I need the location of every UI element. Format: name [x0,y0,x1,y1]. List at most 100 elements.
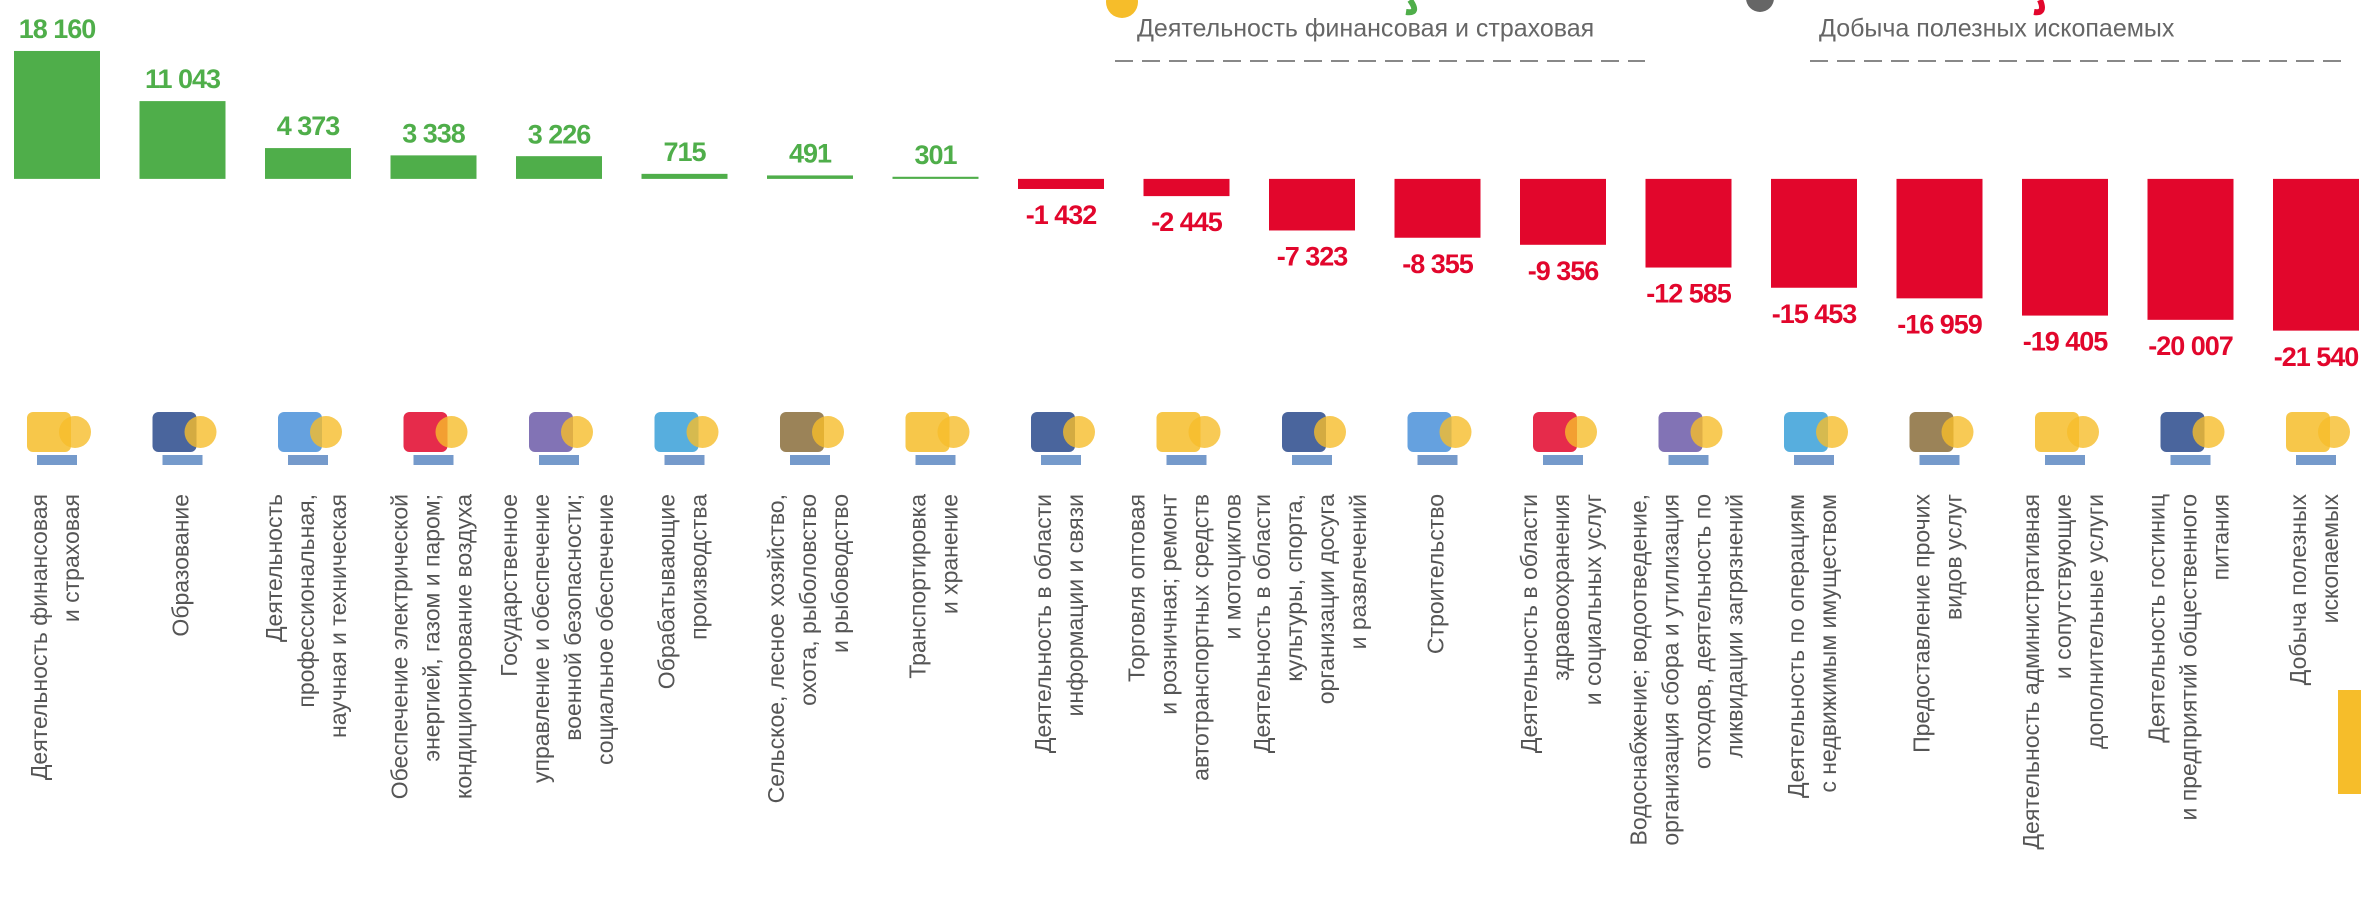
value-label: 3 226 [528,119,592,149]
decor-icon [2034,0,2042,12]
category-icon [59,416,91,448]
category-label-line: и развлечений [1345,494,1371,649]
value-label: -16 959 [1897,309,1983,339]
category-label-line: организация сбора и утилизация [1658,494,1684,846]
category-icon [185,416,217,448]
category-icon [1418,455,1458,465]
category-icon [790,455,830,465]
category-label-line: научная и техническая [325,494,351,738]
category-label-line: организации досуга [1313,494,1339,704]
category-icon [1292,455,1332,465]
category-label: Строительство [1423,494,1449,654]
decor-icon [1106,0,1138,18]
category-label-line: питания [2208,494,2234,580]
category-icon [2193,416,2225,448]
value-label: -15 453 [1772,299,1858,329]
bar [1269,179,1355,231]
bar [2273,179,2359,331]
category-icon [1440,416,1472,448]
bar [1144,179,1230,196]
category-icon [436,416,468,448]
bar [140,101,226,179]
category-label: Деятельностьпрофессиональная,научная и т… [261,494,351,738]
category-label-line: Деятельность по операциям [1783,494,1809,798]
category-icon [1543,455,1583,465]
value-label: -12 585 [1646,279,1732,309]
bar [1520,179,1606,245]
category-icon [665,455,705,465]
category-label-line: Транспортировка [905,494,931,679]
value-label: 491 [789,139,832,169]
category-icon [37,455,77,465]
category-label-line: Обрабатывающие [654,494,680,689]
bar [642,174,728,179]
category-label-line: информации и связи [1062,494,1088,716]
category-label-line: социальное обеспечение [592,494,618,765]
value-label: 11 043 [145,64,221,94]
value-label: 3 338 [402,118,466,148]
category-icon [938,416,970,448]
category-label-line: профессиональная, [293,494,319,708]
category-label-line: Государственное [496,494,522,677]
category-label-line: и сопутствующие [2050,494,2076,679]
bar [1395,179,1481,238]
value-label: -20 007 [2148,331,2233,361]
category-icon [2318,416,2350,448]
annotation: Деятельность финансовая и страховая [1137,15,1594,43]
category-label-line: Деятельность финансовая [26,494,52,780]
category-icon [2045,455,2085,465]
category-icon [1691,416,1723,448]
category-label-line: Деятельность в области [1516,494,1542,753]
value-label: -19 405 [2023,327,2109,357]
category-label-line: Предоставление прочих [1909,494,1935,753]
category-label-line: Деятельность в области [1249,494,1275,753]
category-label-line: Деятельность административная [2018,494,2044,850]
chart: Деятельность финансовая и страховая Добы… [0,0,2361,908]
category-label-line: кондиционирование воздуха [451,494,477,799]
bar [265,148,351,179]
category-label-line: Добыча полезных [2285,494,2311,686]
category-icon [2171,455,2211,465]
category-label: Торговля оптоваяи розничная; ремонтавтот… [1124,494,1246,781]
category-label-line: Обеспечение электрической [387,494,413,799]
category-label-line: и розничная; ремонт [1156,494,1182,715]
value-label: -8 355 [1402,249,1474,279]
category-label-line: Торговля оптовая [1124,494,1150,682]
decor-icon [1406,0,1414,12]
category-icon [1189,416,1221,448]
value-label: 715 [663,137,706,167]
bar [516,156,602,179]
category-label: Добыча полезныхископаемых [2285,494,2343,686]
category-icon [288,455,328,465]
category-icon [1167,455,1207,465]
annotation: Добыча полезных ископаемых [1819,15,2175,43]
value-label: 4 373 [277,111,341,141]
bar [1771,179,1857,288]
decor-icon [1746,0,1774,12]
value-label: -1 432 [1026,200,1097,230]
bar [1018,179,1104,189]
category-label-line: видов услуг [1941,494,1967,620]
category-label-line: Сельское, лесное хозяйство, [763,494,789,803]
category-icon [1041,455,1081,465]
category-label: Деятельность в областиинформации и связи [1030,494,1088,753]
category-icon [414,455,454,465]
category-label: Водоснабжение; водоотведение,организация… [1626,494,1748,846]
category-icon [1942,416,1974,448]
category-label-line: управление и обеспечение [528,494,554,783]
category-icon [1669,455,1709,465]
category-label-line: Строительство [1423,494,1449,654]
category-label-line: Деятельность в области [1030,494,1056,753]
value-label: 301 [914,140,957,170]
category-icon [163,455,203,465]
category-label-line: здравоохранения [1548,494,1574,681]
category-icon [1565,416,1597,448]
category-label-line: Деятельность [261,494,287,642]
category-icon [1314,416,1346,448]
